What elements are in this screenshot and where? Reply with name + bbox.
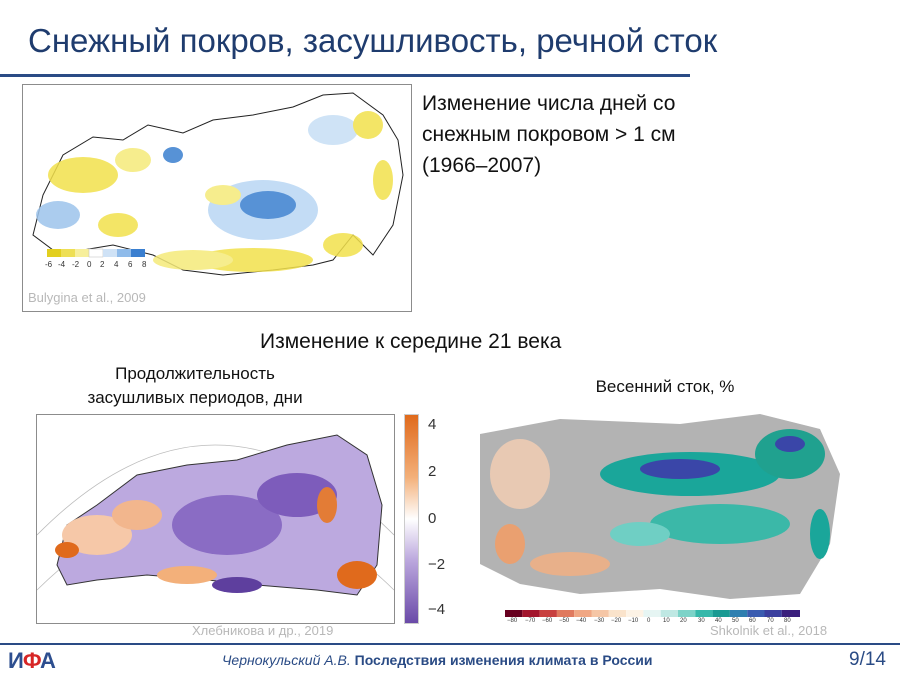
drought-colorbar-tick: −4 (428, 601, 446, 618)
runoff-colorbar-tick: −80 (507, 618, 518, 624)
snow-source: Bulygina et al., 2009 (28, 290, 146, 305)
drought-colorbar-tick: 2 (428, 463, 437, 480)
runoff-caption: Весенний сток, % (595, 377, 735, 396)
runoff-source: Shkolnik et al., 2018 (710, 623, 828, 638)
runoff-map (480, 414, 848, 604)
logo-letter: И (8, 648, 24, 673)
drought-source: Хлебникова и др., 2019 (192, 623, 334, 638)
drought-caption-line2: засушливых периодов, дни (87, 388, 303, 407)
snow-legend-tick: -6 (45, 260, 53, 269)
runoff-colorbar-tick: 0 (647, 618, 651, 624)
runoff-colorbar-tick: 30 (698, 618, 705, 624)
logo-letter: Ф (22, 648, 41, 673)
snow-legend-tick: -2 (72, 260, 80, 269)
runoff-colorbar-tick: −30 (594, 618, 605, 624)
snow-cover-map: -6 -4 -2 0 2 4 6 8 (22, 84, 412, 312)
snow-legend-tick: 0 (87, 260, 92, 269)
snow-legend-tick: 4 (114, 260, 119, 269)
footer-rule (0, 643, 900, 645)
runoff-colorbar-tick: 80 (784, 618, 791, 624)
runoff-colorbar-tick: −20 (611, 618, 622, 624)
page-number: 9/14 (849, 649, 886, 670)
logo-letter: А (40, 648, 56, 673)
section-title: Изменение к середине 21 века (260, 330, 562, 353)
drought-caption-line1: Продолжительность (115, 364, 275, 383)
footer-author: Чернокульский А.В. (222, 652, 351, 668)
ifa-logo: ИФА (8, 648, 56, 674)
runoff-colorbar (505, 610, 800, 617)
slide-title: Снежный покров, засушливость, речной сто… (28, 22, 718, 59)
runoff-colorbar-tick: −50 (559, 618, 570, 624)
runoff-colorbar-tick: 50 (732, 618, 739, 624)
runoff-colorbar-tick: −40 (576, 618, 587, 624)
snow-legend-tick: 8 (142, 260, 147, 269)
title-underline (0, 74, 690, 77)
snow-description: Изменение числа дней со снежным покровом… (422, 92, 676, 177)
drought-caption: Продолжительность засушливых периодов, д… (60, 362, 330, 410)
snow-legend-tick: 6 (128, 260, 133, 269)
snow-legend-tick: -4 (58, 260, 66, 269)
drought-colorbar-tick: 4 (428, 416, 437, 433)
runoff-colorbar-tick: 40 (715, 618, 722, 624)
runoff-colorbar-tick: −10 (628, 618, 639, 624)
drought-colorbar-tick: −2 (428, 556, 446, 573)
drought-colorbar (404, 414, 419, 624)
footer-subtitle: Последствия изменения климата в России (354, 652, 653, 668)
drought-map (36, 414, 395, 624)
runoff-colorbar-tick: −60 (542, 618, 553, 624)
drought-colorbar-tick: 0 (428, 510, 437, 527)
footer-caption: Чернокульский А.В. Последствия изменения… (222, 652, 652, 668)
runoff-colorbar-tick: 70 (767, 618, 774, 624)
runoff-colorbar-tick: 20 (680, 618, 687, 624)
runoff-colorbar-tick: −70 (525, 618, 536, 624)
runoff-colorbar-tick: 10 (663, 618, 670, 624)
snow-legend-tick: 2 (100, 260, 105, 269)
runoff-colorbar-tick: 60 (749, 618, 756, 624)
